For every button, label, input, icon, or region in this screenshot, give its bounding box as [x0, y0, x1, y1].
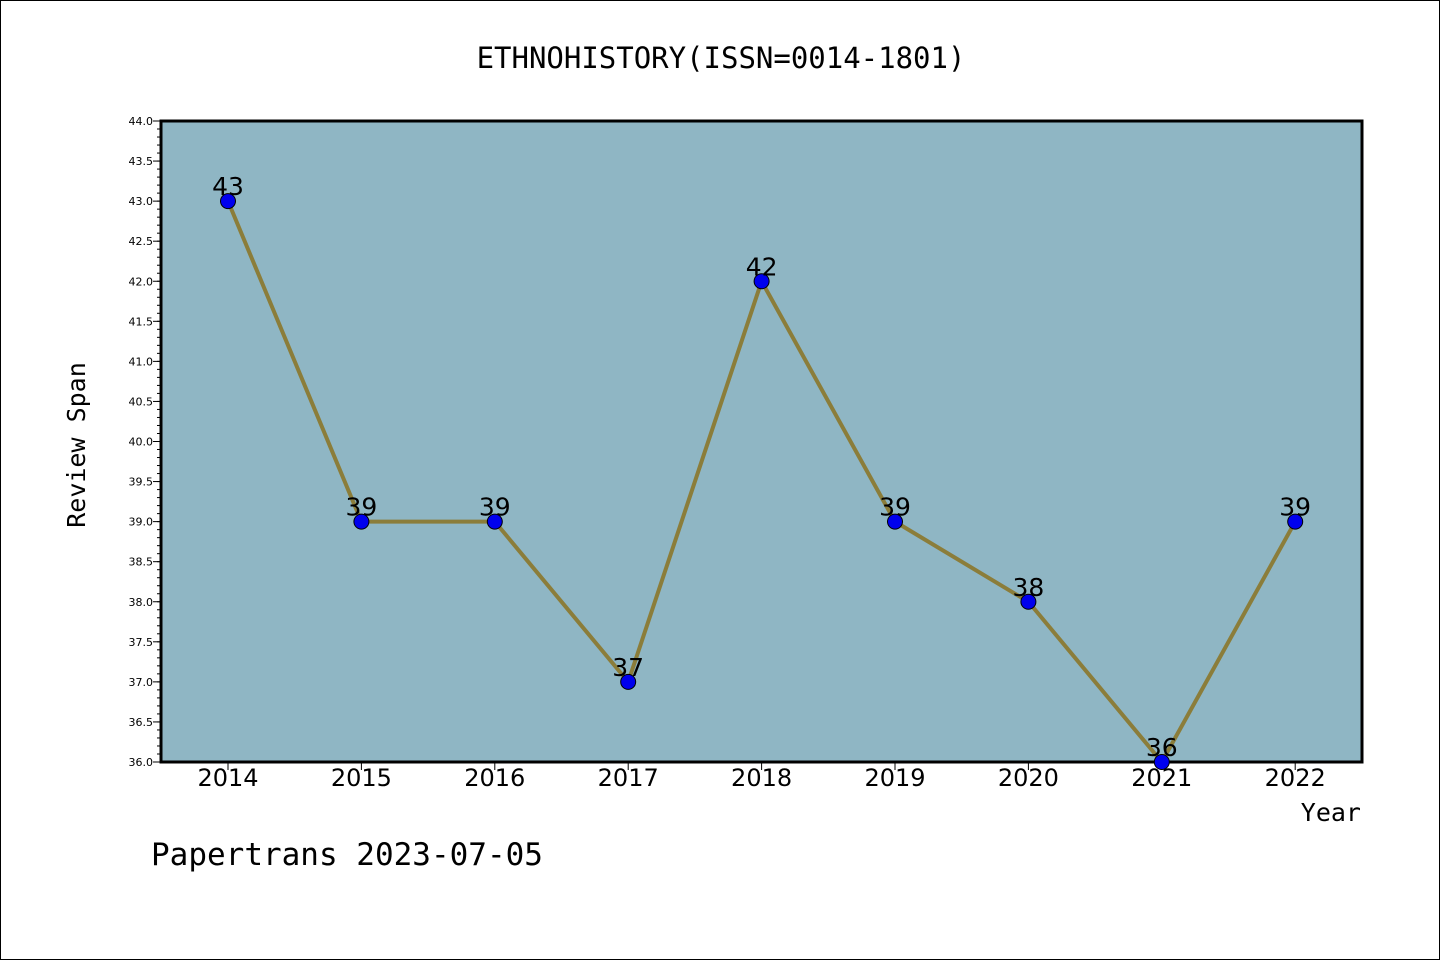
- x-tick-label: 2020: [998, 764, 1059, 792]
- data-point: [486, 513, 503, 530]
- y-tick-label: 36.0: [129, 756, 154, 769]
- y-tick-label: 41.5: [129, 315, 154, 328]
- x-tick-label: 2019: [864, 764, 925, 792]
- y-tick-label: 43.5: [129, 155, 154, 168]
- y-tick-label: 42.0: [129, 275, 154, 288]
- y-tick-label: 36.5: [129, 716, 154, 729]
- y-tick-label: 37.5: [129, 636, 154, 649]
- data-point: [353, 513, 370, 530]
- y-tick-label: 42.5: [129, 235, 154, 248]
- y-tick-label: 39.0: [129, 516, 154, 529]
- x-tick-label: 2017: [598, 764, 659, 792]
- y-tick-label: 41.0: [129, 355, 154, 368]
- data-point: [1287, 513, 1304, 530]
- data-label: 43: [212, 172, 244, 201]
- chart-title: ETHNOHISTORY(ISSN=0014-1801): [477, 41, 966, 75]
- x-tick-label: 2016: [464, 764, 525, 792]
- y-tick-label: 38.5: [129, 556, 154, 569]
- data-label: 39: [1279, 493, 1311, 522]
- data-label: 38: [1012, 573, 1044, 602]
- x-tick-label: 2022: [1265, 764, 1326, 792]
- y-axis-label: Review Span: [62, 362, 91, 528]
- data-point: [1020, 593, 1037, 610]
- x-tick-label: 2018: [731, 764, 792, 792]
- data-label: 36: [1146, 733, 1178, 762]
- y-tick-label: 40.5: [129, 395, 154, 408]
- y-tick-label: 43.0: [129, 195, 154, 208]
- x-axis-ticks: 2014 2015 2016 2017 2018 2019 2020 2021 2022: [197, 762, 1326, 792]
- x-tick-label: 2015: [331, 764, 392, 792]
- data-label: 42: [746, 252, 778, 281]
- y-tick-label: 39.5: [129, 476, 154, 489]
- plot-area: [159, 119, 1364, 764]
- y-tick-label: 38.0: [129, 596, 154, 609]
- y-tick-label: 44.0: [129, 115, 154, 128]
- data-label: 39: [479, 493, 511, 522]
- x-axis-label: Year: [1301, 798, 1361, 827]
- data-point: [887, 513, 903, 530]
- footer-stamp: Papertrans 2023-07-05: [151, 837, 543, 873]
- series-layer: 43 39 39 37 42 39 38 36 39: [212, 172, 1311, 770]
- x-tick-label: 2014: [197, 764, 258, 792]
- data-point: [620, 673, 637, 690]
- y-axis-ticks: 36.0 36.5 37.0 37.5 38.0 38.5 39.0 39.5 40.0 40.5…: [129, 115, 161, 769]
- data-label: 39: [345, 493, 377, 522]
- data-point: [220, 193, 236, 210]
- data-point: [753, 273, 770, 290]
- y-tick-label: 40.0: [129, 436, 154, 449]
- data-label: 37: [612, 653, 644, 682]
- y-tick-label: 37.0: [129, 676, 154, 689]
- data-label: 39: [879, 493, 911, 522]
- data-point: [1153, 754, 1170, 770]
